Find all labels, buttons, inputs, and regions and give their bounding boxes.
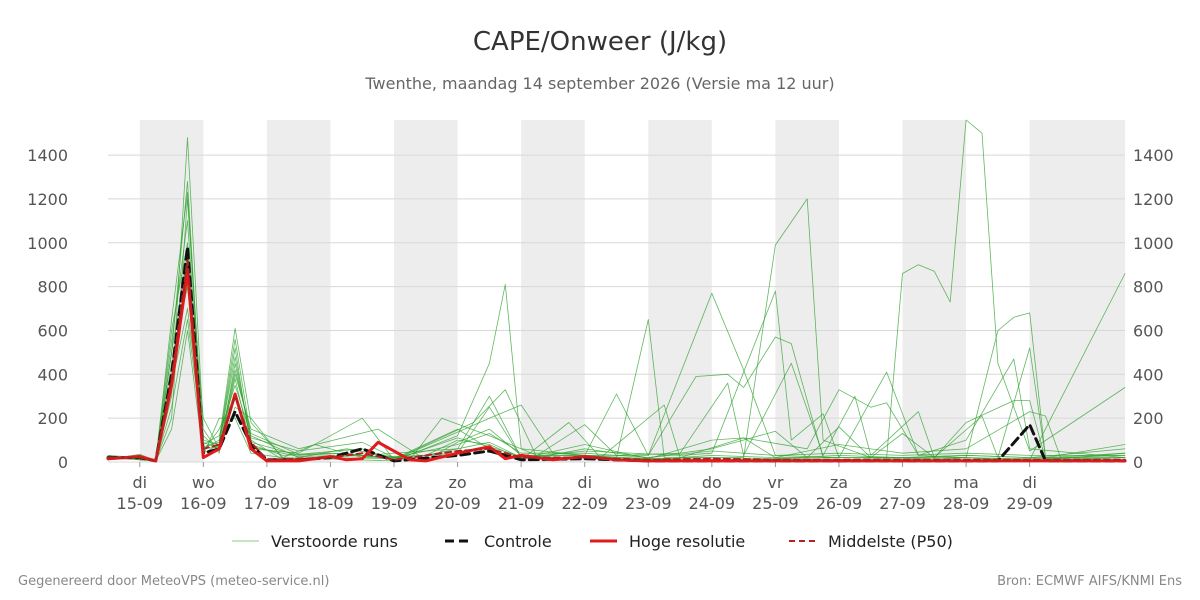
weekend-bands: [139, 120, 1125, 462]
x-tick-day: vr: [767, 473, 783, 492]
ensemble-member-line-0: [107, 137, 1126, 462]
y-tick-right: 600: [1133, 321, 1164, 340]
weekend-band-5: [775, 120, 839, 462]
y-tick-left: 1400: [27, 146, 68, 165]
ensemble-member-line-8: [107, 330, 1126, 462]
y-tick-left: 800: [37, 278, 68, 297]
gridlines: [108, 154, 1125, 463]
y-tick-left: 1200: [27, 190, 68, 209]
hires-line: [106, 269, 1127, 463]
legend-label-hires: Hoge resolutie: [629, 532, 745, 551]
x-tick-day: di: [577, 473, 592, 492]
y-axis-left: 0 200 400 600 800 1000 1200 1400: [27, 146, 68, 472]
x-tick-day: di: [132, 473, 147, 492]
footer-generated-by: Gegenereerd door MeteoVPS (meteo-service…: [18, 574, 329, 589]
x-tick-day: do: [702, 473, 722, 492]
chart-subtitle: Twenthe, maandag 14 september 2026 (Vers…: [364, 74, 834, 93]
x-tick-day: za: [830, 473, 848, 492]
legend-label-ensemble: Verstoorde runs: [271, 532, 398, 551]
weekend-band-6: [902, 120, 967, 462]
x-tick-day: ma: [508, 473, 533, 492]
x-tick-day: zo: [449, 473, 467, 492]
weekend-band-7: [1029, 120, 1125, 462]
footer-source: Bron: ECMWF AIFS/KNMI Ens: [997, 574, 1182, 589]
ensemble-member-line-3: [107, 119, 1126, 462]
ensemble-member-line-10: [107, 319, 1126, 462]
x-axis: di 15-09 wo 16-09 do 17-09 vr 18-09 za 19-09 zo 20-…: [117, 462, 1053, 513]
y-tick-right: 200: [1133, 409, 1164, 428]
x-tick-date: 23-09: [625, 494, 672, 513]
y-tick-left: 200: [37, 409, 68, 428]
x-tick-day: wo: [192, 473, 215, 492]
ensemble-member-line-2: [107, 198, 1126, 462]
ensemble-member-line-4: [107, 264, 1126, 462]
chart-title: CAPE/Onweer (J/kg): [473, 27, 727, 57]
x-tick-date: 16-09: [180, 494, 227, 513]
weekend-band-3: [521, 120, 585, 462]
series-hires: [106, 269, 1127, 463]
x-tick-day: wo: [637, 473, 660, 492]
x-tick-date: 15-09: [117, 494, 164, 513]
x-tick-day: ma: [953, 473, 978, 492]
y-axis-right: 0 200 400 600 800 1000 1200 1400: [1133, 146, 1174, 472]
weekend-band-2: [394, 120, 458, 462]
x-tick-day: do: [257, 473, 277, 492]
x-tick-date: 25-09: [752, 494, 799, 513]
x-tick-date: 20-09: [434, 494, 481, 513]
series-layer: [106, 119, 1127, 463]
legend: Verstoorde runs Controle Hoge resolutie Mid…: [232, 532, 953, 551]
x-tick-date: 18-09: [307, 494, 354, 513]
ensemble-member-line-7: [107, 286, 1126, 462]
ensemble-member-line-5: [107, 220, 1126, 462]
y-tick-right: 1200: [1133, 190, 1174, 209]
x-tick-date: 28-09: [943, 494, 990, 513]
y-tick-left: 1000: [27, 234, 68, 253]
x-tick-date: 21-09: [498, 494, 545, 513]
weekend-band-1: [266, 120, 331, 462]
legend-label-control: Controle: [484, 532, 552, 551]
x-tick-date: 17-09: [244, 494, 291, 513]
median-line: [107, 259, 1126, 462]
ensemble-member-line-1: [107, 180, 1126, 462]
x-tick-day: za: [385, 473, 403, 492]
x-tick-date: 26-09: [816, 494, 863, 513]
y-tick-right: 0: [1133, 453, 1143, 472]
y-tick-left: 0: [58, 453, 68, 472]
ensemble-member-line-9: [107, 191, 1126, 462]
y-tick-left: 600: [37, 321, 68, 340]
x-tick-day: di: [1022, 473, 1037, 492]
x-tick-date: 27-09: [879, 494, 926, 513]
x-tick-day: vr: [322, 473, 338, 492]
x-tick-day: zo: [893, 473, 911, 492]
x-tick-date: 22-09: [561, 494, 608, 513]
y-tick-right: 1000: [1133, 234, 1174, 253]
weekend-band-4: [648, 120, 712, 462]
y-tick-right: 400: [1133, 365, 1164, 384]
y-tick-right: 1400: [1133, 146, 1174, 165]
series-median: [107, 259, 1126, 462]
legend-label-median: Middelste (P50): [828, 532, 953, 551]
x-tick-date: 29-09: [1006, 494, 1053, 513]
y-tick-right: 800: [1133, 278, 1164, 297]
y-tick-left: 400: [37, 365, 68, 384]
x-tick-date: 24-09: [689, 494, 736, 513]
x-tick-date: 19-09: [371, 494, 418, 513]
series-ensemble: [107, 119, 1126, 462]
